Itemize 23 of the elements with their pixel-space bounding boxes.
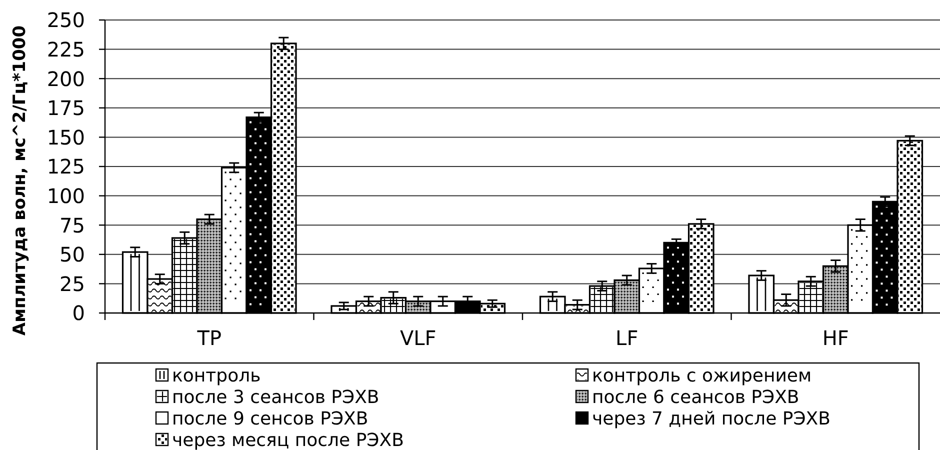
y-tick-label: 125 — [46, 154, 85, 179]
y-tick-label: 175 — [46, 96, 85, 120]
legend-label: после 9 сенсов РЭХВ — [172, 408, 368, 430]
x-tick-label: LF — [616, 326, 638, 350]
y-tick-label: 200 — [46, 66, 85, 91]
legend-label: контроль с ожирением — [592, 365, 812, 386]
x-tick-label: HF — [822, 326, 849, 350]
y-tick-label: 225 — [46, 38, 85, 62]
x-tick-label: TP — [196, 326, 222, 350]
y-tick-label: 150 — [46, 125, 85, 150]
y-tick-label: 50 — [60, 242, 85, 267]
legend-label: через 7 дней после РЭХВ — [592, 408, 830, 430]
legend-label: контроль — [172, 365, 261, 386]
y-tick-label: 0 — [72, 301, 85, 326]
y-tick-label: 25 — [60, 272, 85, 296]
y-tick-label: 250 — [46, 8, 85, 32]
legend-label: после 6 сеансов РЭХВ — [592, 386, 800, 408]
legend-label: через месяц после РЭХВ — [172, 430, 404, 450]
x-tick-label: VLF — [400, 326, 436, 350]
y-tick-label: 100 — [46, 184, 85, 208]
legend-label: после 3 сеансов РЭХВ — [172, 386, 380, 408]
y-tick-label: 75 — [60, 213, 85, 238]
y-axis-title: Амплитуда волн, мс^2/Гц*1000 — [10, 25, 30, 336]
